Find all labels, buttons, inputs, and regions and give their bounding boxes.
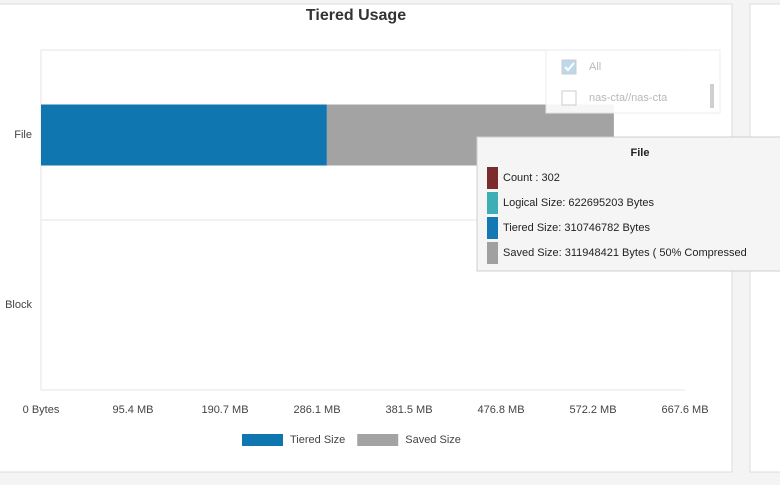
legend-label[interactable]: Tiered Size bbox=[290, 434, 345, 446]
bars bbox=[41, 104, 614, 166]
tooltip-color-chip bbox=[487, 192, 498, 214]
x-tick-label: 572.2 MB bbox=[569, 404, 616, 416]
legend-swatch[interactable] bbox=[242, 434, 283, 446]
tooltip-box bbox=[476, 136, 780, 272]
y-tick-label: File bbox=[14, 129, 32, 141]
legend-swatch[interactable] bbox=[357, 434, 399, 446]
tooltip-item: Tiered Size: 310746782 Bytes bbox=[503, 222, 650, 234]
chart-title: Tiered Usage bbox=[306, 7, 406, 24]
tooltip: File Count : 302 Logical Size: 622695203 … bbox=[476, 136, 780, 272]
filter-label[interactable]: nas-cta//nas-cta bbox=[589, 92, 668, 104]
tooltip-item: Logical Size: 622695203 Bytes bbox=[503, 197, 655, 209]
bar-segment bbox=[41, 104, 327, 166]
tooltip-color-chip bbox=[487, 167, 498, 189]
checkmark bbox=[564, 62, 575, 72]
x-tick-label: 95.4 MB bbox=[113, 404, 154, 416]
x-tick-label: 381.5 MB bbox=[385, 404, 432, 416]
filter-checkbox[interactable] bbox=[561, 90, 577, 106]
x-tick-label: 286.1 MB bbox=[293, 404, 340, 416]
x-tick-label: 190.7 MB bbox=[201, 404, 248, 416]
tooltip-item: Count : 302 bbox=[503, 172, 560, 184]
tooltip-color-chip bbox=[487, 242, 498, 264]
tooltip-title: File bbox=[631, 147, 650, 159]
x-tick-label: 476.8 MB bbox=[477, 404, 524, 416]
x-tick-label: 667.6 MB bbox=[661, 404, 708, 416]
legend-label[interactable]: Saved Size bbox=[405, 434, 461, 446]
filter-checkbox[interactable] bbox=[561, 59, 577, 75]
filter-scrollbar bbox=[710, 84, 714, 108]
series-filter: All nas-cta//nas-cta bbox=[545, 49, 721, 114]
y-tick-label: Block bbox=[5, 299, 32, 311]
tooltip-color-chip bbox=[487, 217, 498, 239]
x-tick-label: 0 Bytes bbox=[23, 404, 60, 416]
filter-label[interactable]: All bbox=[589, 61, 601, 73]
tooltip-item: Saved Size: 311948421 Bytes ( 50% Compre… bbox=[503, 247, 747, 259]
